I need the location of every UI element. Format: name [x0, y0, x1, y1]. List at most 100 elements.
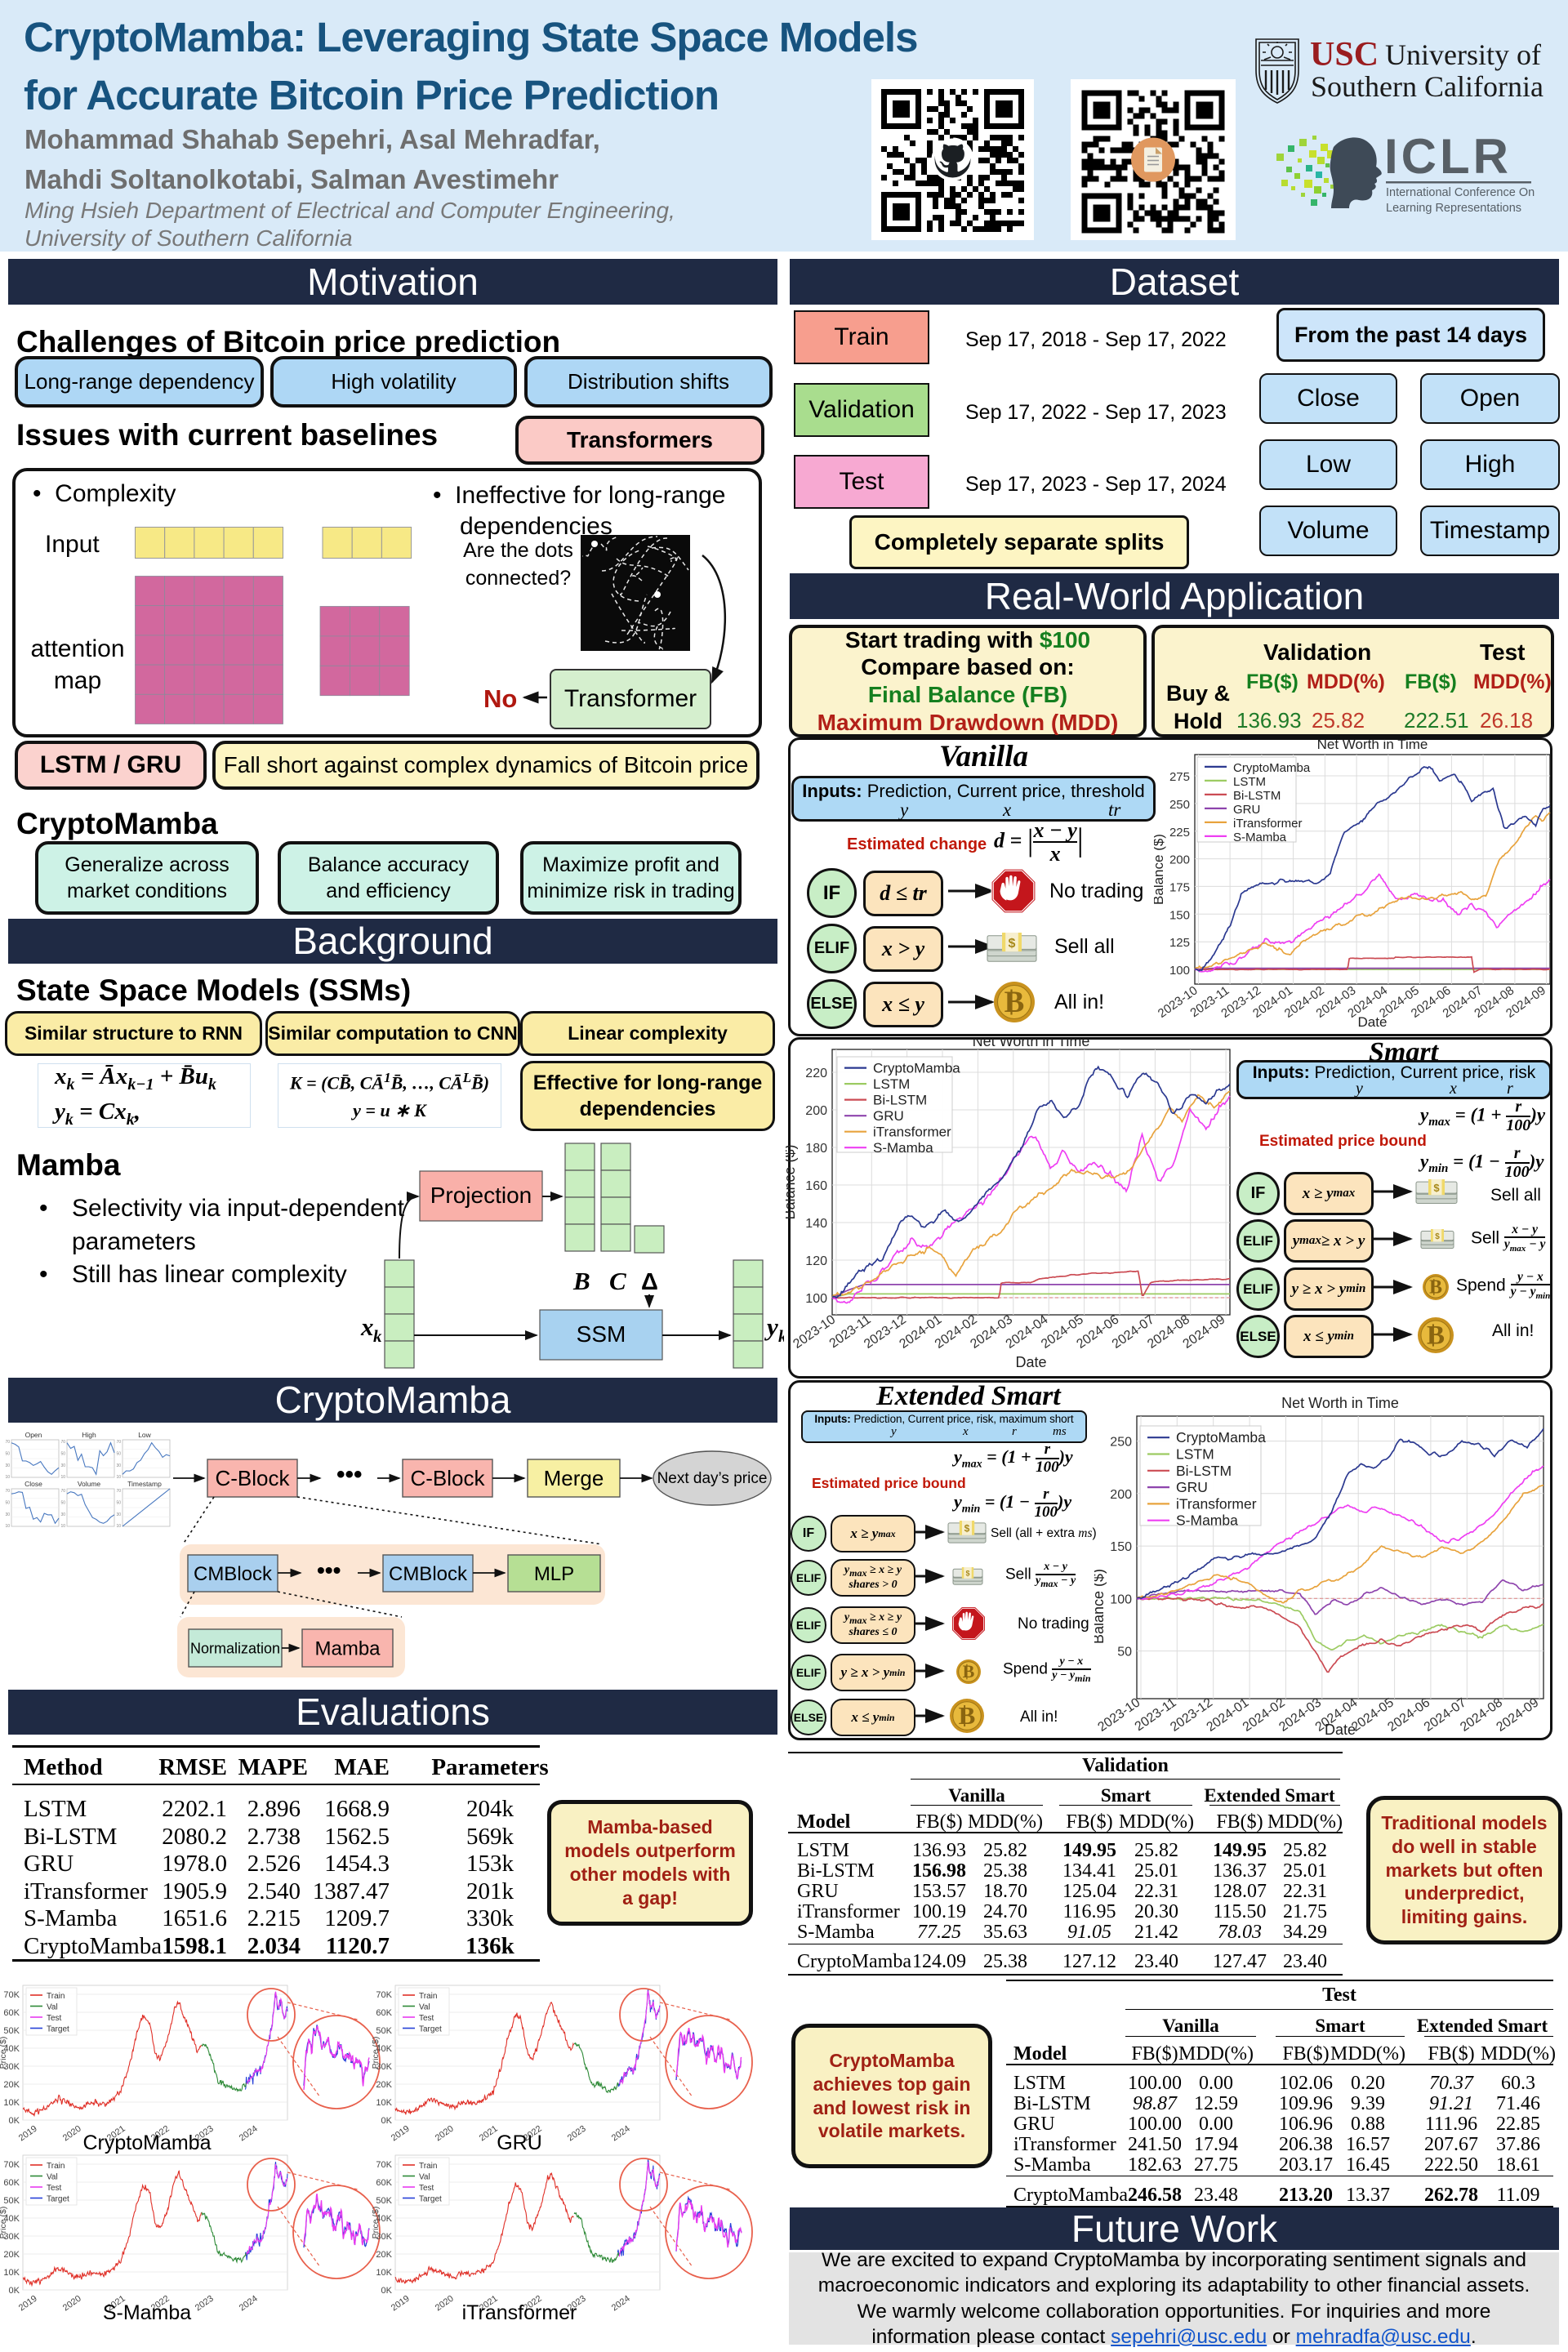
svg-text:30: 30	[116, 1463, 121, 1468]
svg-text:70K: 70K	[376, 1990, 392, 2000]
svg-text:60K: 60K	[376, 2178, 392, 2188]
svg-text:Date: Date	[1015, 1354, 1046, 1370]
svg-text:Target: Target	[419, 2025, 442, 2034]
svg-text:•••: •••	[336, 1461, 363, 1488]
svg-text:250: 250	[1169, 798, 1190, 812]
svg-text:125: 125	[1169, 936, 1190, 950]
svg-text:Val: Val	[419, 2173, 430, 2182]
svg-text:50: 50	[116, 1451, 121, 1456]
svg-text:Test: Test	[419, 2184, 434, 2193]
svg-text:10: 10	[116, 1524, 121, 1529]
svg-text:10: 10	[60, 1475, 65, 1480]
svg-text:30K: 30K	[376, 2232, 392, 2242]
svg-text:$: $	[1433, 1182, 1440, 1194]
svg-text:CMBlock: CMBlock	[389, 1563, 468, 1585]
svg-text:200: 200	[805, 1104, 827, 1118]
svg-text:k: k	[778, 1326, 784, 1346]
svg-text:2019: 2019	[17, 2294, 39, 2314]
svg-text:50: 50	[5, 1451, 10, 1456]
svg-text:Net Worth in Time: Net Worth in Time	[973, 1039, 1090, 1049]
svg-text:250: 250	[1110, 1436, 1132, 1450]
svg-text:40K: 40K	[3, 2214, 20, 2224]
svg-text:Bi-LSTM: Bi-LSTM	[1176, 1463, 1232, 1479]
svg-text:70: 70	[60, 1440, 65, 1445]
svg-text:10K: 10K	[376, 2098, 392, 2108]
svg-text:iTransformer: iTransformer	[873, 1125, 951, 1140]
svg-text:Date: Date	[1358, 1014, 1388, 1030]
svg-text:150: 150	[1169, 908, 1190, 922]
svg-text:70: 70	[5, 1489, 10, 1494]
svg-text:CMBlock: CMBlock	[194, 1563, 273, 1585]
svg-text:B: B	[963, 1661, 975, 1682]
svg-text:70: 70	[116, 1489, 121, 1494]
svg-text:Mamba: Mamba	[314, 1637, 381, 1659]
svg-text:Close: Close	[24, 1480, 42, 1488]
svg-text:B: B	[1427, 1321, 1445, 1351]
svg-text:Balance ($): Balance ($)	[786, 1144, 798, 1219]
svg-text:30: 30	[60, 1512, 65, 1517]
svg-text:10: 10	[60, 1524, 65, 1529]
svg-text:Price ($): Price ($)	[0, 2207, 8, 2239]
svg-text:LSTM: LSTM	[873, 1076, 910, 1092]
svg-text:Timestamp: Timestamp	[127, 1480, 162, 1488]
svg-text:Projection: Projection	[430, 1183, 532, 1208]
svg-text:Price ($): Price ($)	[0, 2037, 8, 2069]
svg-text:175: 175	[1169, 880, 1190, 894]
svg-text:Test: Test	[419, 2014, 434, 2023]
svg-text:30K: 30K	[376, 2062, 392, 2072]
svg-text:GRU: GRU	[873, 1108, 904, 1124]
svg-text:60K: 60K	[3, 2178, 20, 2188]
svg-text:Next day’s price: Next day’s price	[657, 1470, 768, 1487]
svg-text:10: 10	[116, 1475, 121, 1480]
svg-text:60K: 60K	[376, 2008, 392, 2018]
svg-text:Low: Low	[138, 1431, 151, 1439]
svg-text:10K: 10K	[3, 2098, 20, 2108]
svg-text:40K: 40K	[376, 2044, 392, 2054]
svg-text:S-Mamba: S-Mamba	[1176, 1512, 1238, 1529]
svg-text:50K: 50K	[376, 2196, 392, 2206]
svg-text:0K: 0K	[381, 2286, 393, 2296]
svg-text:50: 50	[5, 1500, 10, 1505]
svg-text:B: B	[1429, 1277, 1442, 1298]
svg-text:Net Worth in Time: Net Worth in Time	[1317, 739, 1428, 752]
svg-text:iTransformer: iTransformer	[1233, 817, 1302, 831]
svg-text:60K: 60K	[3, 2008, 20, 2018]
svg-text:10K: 10K	[3, 2268, 20, 2278]
svg-text:ICLR: ICLR	[1384, 131, 1512, 184]
svg-text:20K: 20K	[3, 2080, 20, 2090]
svg-text:50: 50	[60, 1500, 65, 1505]
svg-text:30: 30	[5, 1463, 10, 1468]
svg-text:30K: 30K	[3, 2062, 20, 2072]
svg-text:160: 160	[805, 1179, 827, 1193]
svg-text:CryptoMamba: CryptoMamba	[1233, 761, 1311, 775]
svg-text:Balance ($): Balance ($)	[1094, 1569, 1107, 1644]
svg-text:CryptoMamba: CryptoMamba	[873, 1061, 960, 1076]
svg-text:Val: Val	[47, 2003, 58, 2012]
svg-text:C-Block: C-Block	[215, 1466, 290, 1490]
svg-text:Target: Target	[47, 2195, 69, 2204]
svg-text:70: 70	[5, 1440, 10, 1445]
svg-text:C-Block: C-Block	[410, 1466, 485, 1490]
svg-text:Test: Test	[47, 2184, 62, 2193]
svg-text:40K: 40K	[376, 2214, 392, 2224]
svg-text:S-Mamba: S-Mamba	[873, 1140, 933, 1156]
svg-text:$: $	[1009, 937, 1016, 951]
svg-text:0K: 0K	[381, 2116, 393, 2126]
svg-text:Δ: Δ	[641, 1269, 658, 1295]
svg-text:2019: 2019	[390, 2124, 412, 2144]
svg-text:Train: Train	[47, 2162, 65, 2171]
svg-text:30: 30	[60, 1463, 65, 1468]
svg-text:2019: 2019	[17, 2124, 39, 2144]
svg-text:Balance ($): Balance ($)	[1154, 834, 1166, 905]
svg-text:Bi-LSTM: Bi-LSTM	[1233, 789, 1281, 803]
svg-text:50K: 50K	[3, 2196, 20, 2206]
svg-text:275: 275	[1169, 770, 1190, 784]
svg-text:10K: 10K	[376, 2268, 392, 2278]
svg-text:MLP: MLP	[534, 1563, 574, 1585]
svg-text:50K: 50K	[376, 2026, 392, 2036]
svg-text:$: $	[964, 1523, 970, 1535]
svg-text:International Conference On: International Conference On	[1386, 186, 1535, 199]
svg-text:180: 180	[805, 1142, 827, 1156]
svg-text:GRU: GRU	[1176, 1479, 1208, 1495]
svg-text:140: 140	[805, 1217, 827, 1231]
